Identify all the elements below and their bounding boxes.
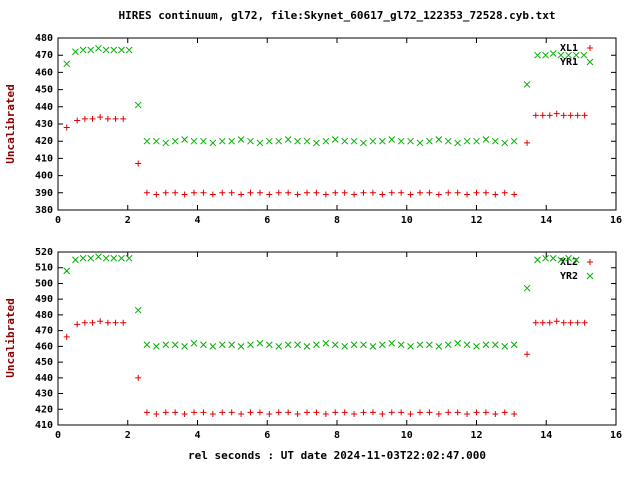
y-tick-label: 490 — [35, 294, 53, 305]
x-axis-label: rel seconds : UT date 2024-11-03T22:02:4… — [188, 449, 486, 462]
y-tick-label: 450 — [35, 357, 53, 368]
y-tick-label: 510 — [35, 263, 53, 274]
x-tick-label: 14 — [540, 430, 552, 441]
legend-sample-YR1 — [586, 58, 594, 66]
chart-title: HIRES continuum, gl72, file:Skynet_60617… — [118, 9, 555, 22]
plot-border — [57, 251, 617, 426]
y-tick-label: 480 — [35, 310, 53, 321]
x-tick-label: 12 — [470, 215, 482, 226]
y-tick-label: 390 — [35, 188, 53, 199]
y-tick-label: 380 — [35, 205, 53, 216]
legend-label-YR1: YR1 — [560, 57, 578, 68]
y-tick-label: 500 — [35, 278, 53, 289]
x-tick-label: 12 — [470, 430, 482, 441]
x-tick-label: 6 — [264, 215, 270, 226]
x-tick-label: 16 — [610, 430, 622, 441]
y-tick-label: 420 — [35, 136, 53, 147]
legend-label-XL1: XL1 — [560, 43, 578, 54]
legend-sample-XL2 — [587, 259, 593, 265]
plot-border — [57, 37, 617, 211]
x-tick-label: 16 — [610, 215, 622, 226]
series-XL2 — [63, 318, 588, 417]
y-tick-label: 460 — [35, 341, 53, 352]
x-tick-label: 2 — [125, 215, 131, 226]
legend-label-YR2: YR2 — [560, 271, 578, 282]
y-tick-label: 430 — [35, 119, 53, 130]
axis-ticks — [57, 37, 617, 211]
x-tick-label: 6 — [264, 430, 270, 441]
y-axis-label-top: Uncalibrated — [4, 84, 17, 163]
y-tick-label: 520 — [35, 247, 53, 258]
series-XL1 — [63, 110, 588, 198]
x-tick-label: 10 — [401, 430, 413, 441]
plot-1: 0 2 4 6 8 10 12 14 16 380 390 400 410 420 430 440 450 460… — [35, 33, 622, 226]
x-tick-label: 4 — [194, 430, 200, 441]
y-tick-label: 400 — [35, 171, 53, 182]
y-tick-label: 450 — [35, 85, 53, 96]
legend-sample-XL1 — [587, 45, 593, 51]
y-tick-label: 470 — [35, 326, 53, 337]
series-YR1 — [63, 44, 588, 147]
legend-sample-YR2 — [586, 272, 594, 280]
series-YR2 — [63, 253, 580, 350]
y-tick-label: 440 — [35, 373, 53, 384]
y-tick-label: 410 — [35, 420, 53, 431]
y-tick-label: 410 — [35, 153, 53, 164]
y-tick-label: 470 — [35, 50, 53, 61]
x-tick-label: 10 — [401, 215, 413, 226]
x-tick-label: 14 — [540, 215, 552, 226]
y-tick-label: 430 — [35, 389, 53, 400]
y-tick-label: 420 — [35, 404, 53, 415]
plot-2: 0 2 4 6 8 10 12 14 16 410 420 430 440 450 460 470 480 490… — [35, 247, 622, 441]
x-tick-label: 0 — [55, 215, 61, 226]
x-tick-label: 8 — [334, 430, 340, 441]
y-tick-label: 480 — [35, 33, 53, 44]
y-axis-label-bottom: Uncalibrated — [4, 298, 17, 377]
y-tick-label: 460 — [35, 67, 53, 78]
x-tick-label: 2 — [125, 430, 131, 441]
x-tick-label: 0 — [55, 430, 61, 441]
y-tick-label: 440 — [35, 102, 53, 113]
x-tick-label: 8 — [334, 215, 340, 226]
x-tick-label: 4 — [194, 215, 200, 226]
axis-ticks — [57, 251, 617, 426]
legend-label-XL2: XL2 — [560, 257, 578, 268]
